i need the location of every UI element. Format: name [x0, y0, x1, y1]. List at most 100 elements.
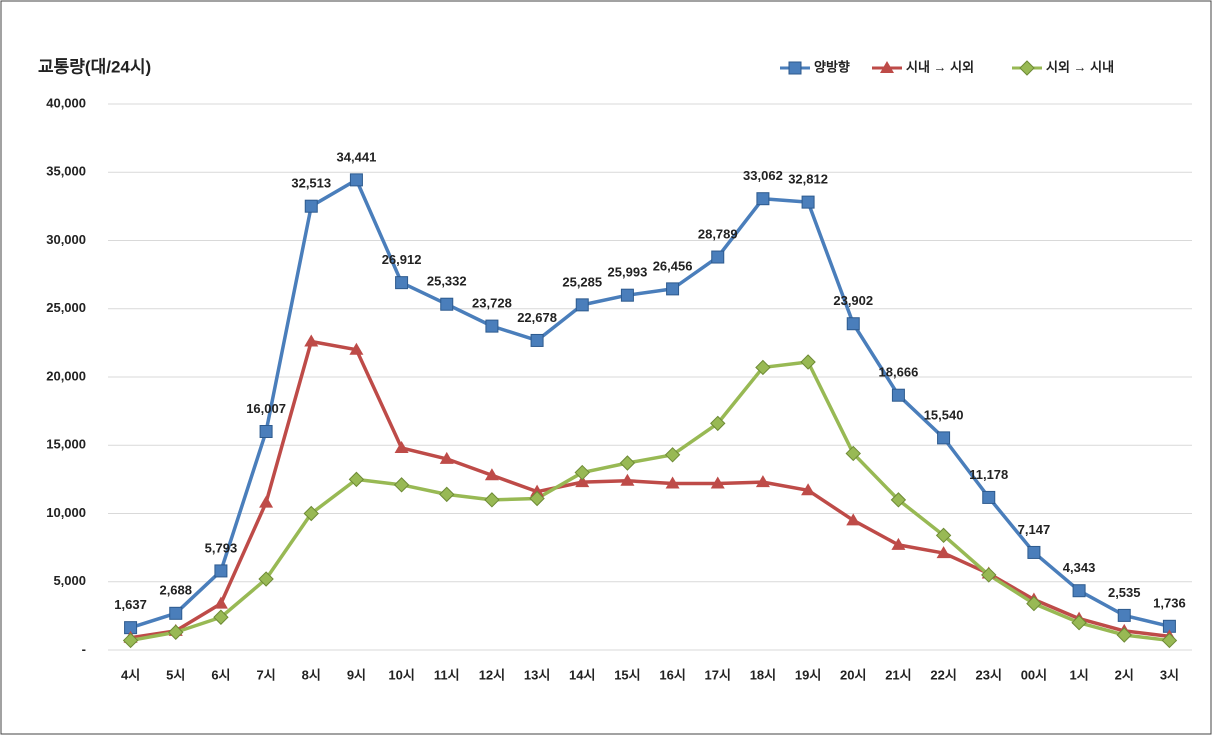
y-tick-label: 40,000 [46, 95, 86, 110]
x-tick-label: 12시 [479, 667, 505, 682]
x-tick-label: 19시 [795, 667, 821, 682]
y-tick-label: 15,000 [46, 437, 86, 452]
marker [666, 282, 680, 296]
x-tick-label: 1시 [1069, 667, 1088, 682]
legend-marker [1019, 60, 1035, 76]
marker [304, 199, 318, 213]
marker [846, 317, 860, 331]
legend-marker [880, 61, 894, 73]
marker [213, 609, 229, 625]
legend-label: 시내 → 시외 [906, 59, 974, 74]
marker [620, 473, 635, 486]
data-label: 15,540 [924, 407, 964, 422]
marker [439, 486, 455, 503]
marker [890, 492, 907, 508]
data-label: 32,513 [291, 176, 331, 191]
marker [711, 250, 725, 264]
y-tick-label: 25,000 [46, 300, 86, 315]
data-label: 22,678 [517, 310, 557, 325]
y-tick-label: 10,000 [46, 505, 86, 520]
marker [530, 484, 545, 497]
marker [348, 471, 365, 488]
marker [303, 505, 319, 522]
marker [1072, 584, 1086, 598]
data-label: 2,688 [159, 583, 192, 598]
y-tick-label: 30,000 [46, 232, 86, 247]
marker [395, 276, 409, 290]
data-label: 25,285 [562, 274, 602, 289]
data-label: 26,912 [382, 252, 422, 267]
x-tick-label: 20시 [840, 667, 866, 682]
x-tick-label: 4시 [121, 667, 140, 682]
series-line [130, 360, 1170, 643]
marker [439, 451, 454, 464]
y-tick-label: 35,000 [46, 164, 86, 179]
marker [981, 567, 997, 583]
data-label: 25,332 [427, 274, 467, 289]
x-tick-label: 13시 [524, 667, 550, 682]
marker [936, 546, 951, 559]
marker [755, 475, 770, 488]
marker [484, 468, 499, 481]
data-label: 1,736 [1153, 596, 1186, 611]
marker [935, 527, 952, 544]
x-tick-label: 17시 [705, 667, 731, 682]
marker [575, 475, 590, 488]
data-label: 1,637 [114, 597, 147, 612]
marker [213, 596, 228, 609]
marker [937, 431, 951, 445]
data-label: 26,456 [653, 258, 693, 273]
data-label: 34,441 [337, 149, 377, 164]
marker [1161, 632, 1178, 649]
marker [484, 492, 500, 508]
data-label: 28,789 [698, 226, 738, 241]
marker [710, 415, 726, 432]
marker [168, 624, 184, 640]
marker [394, 440, 409, 453]
data-label: 16,007 [246, 401, 286, 416]
data-label: 4,343 [1063, 560, 1096, 575]
marker [440, 297, 454, 311]
marker [530, 333, 544, 347]
marker [259, 425, 273, 439]
marker [801, 195, 815, 209]
legend-marker [788, 61, 802, 75]
marker [529, 490, 545, 507]
marker [122, 632, 139, 649]
marker [664, 447, 681, 463]
data-label: 23,728 [472, 296, 512, 311]
marker [665, 476, 680, 489]
x-tick-label: 22시 [930, 667, 956, 682]
marker [349, 173, 363, 187]
legend-label: 시외 → 시내 [1046, 59, 1114, 74]
data-label: 11,178 [969, 467, 1008, 482]
marker [485, 319, 499, 333]
marker [1027, 545, 1041, 559]
marker [756, 192, 770, 206]
x-tick-label: 3시 [1160, 667, 1179, 682]
x-tick-label: 21시 [885, 667, 911, 682]
x-tick-label: 5시 [166, 667, 185, 682]
data-label: 32,812 [788, 172, 828, 187]
data-label: 33,062 [743, 168, 783, 183]
marker [1117, 608, 1131, 622]
marker [845, 445, 861, 462]
data-label: 5,793 [205, 540, 238, 555]
marker [1026, 595, 1042, 612]
legend-label: 양방향 [814, 59, 850, 74]
x-tick-label: 23시 [976, 667, 1002, 682]
marker [846, 513, 861, 526]
marker [620, 288, 634, 302]
y-tick-label: 5,000 [53, 573, 86, 588]
x-tick-label: 16시 [659, 667, 685, 682]
x-tick-label: 00시 [1021, 667, 1047, 682]
marker [349, 342, 364, 355]
chart-title: 교통량(대/24시) [38, 57, 151, 76]
data-label: 18,666 [879, 365, 919, 380]
data-label: 2,535 [1108, 585, 1141, 600]
marker [1071, 614, 1087, 631]
y-tick-label: 20,000 [46, 368, 86, 383]
x-tick-label: 11시 [434, 667, 460, 682]
